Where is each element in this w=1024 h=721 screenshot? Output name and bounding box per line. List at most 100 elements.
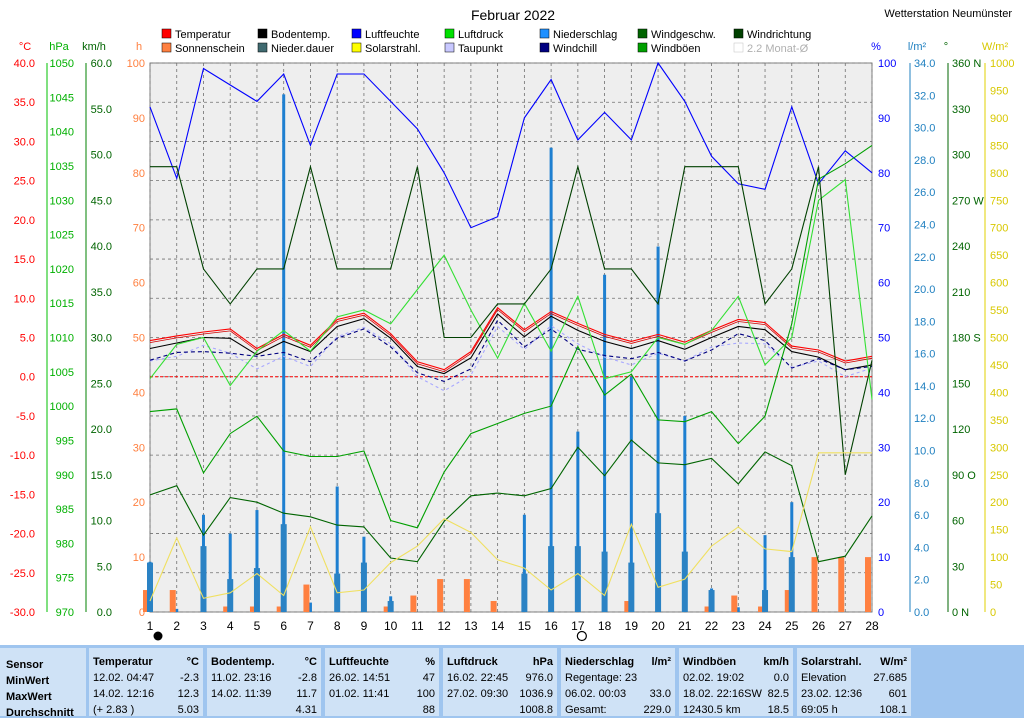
stats-row-max: 14.02. 12:16 12.3 (93, 686, 199, 702)
stats-row-labels: Sensor MinWert MaxWert Durchschnitt (0, 648, 86, 719)
bar-niederschlag-day-15 (522, 514, 526, 612)
legend-swatch-6 (733, 28, 744, 39)
temp-axis-tick-8: 0.0 (20, 372, 35, 384)
bar-sonnenschein-day-10 (383, 606, 390, 612)
pressure-axis-tick-4: 1030 (50, 195, 74, 207)
stats-row-min: 16.02. 22:45 976.0 (447, 670, 553, 686)
rain-axis-tick-0: 34.0 (914, 58, 935, 70)
direction-axis-tick-9: 90 O (952, 470, 976, 482)
bar-niederdauer-day-5 (253, 568, 260, 612)
solar-axis-tick-9: 550 (990, 305, 1008, 317)
hours-axis-tick-8: 20 (133, 497, 145, 509)
stats-row-avg: 1008.8 (447, 702, 553, 718)
stats-cell-value: 33.0 (649, 688, 671, 700)
stats-cell-value: 82.5 (767, 688, 789, 700)
series-line-windrichtung (150, 164, 873, 475)
stats-column-header: Windböen km/h (683, 654, 789, 670)
hours-axis-tick-9: 10 (133, 552, 145, 564)
x-tick-label-day-1: 1 (147, 619, 154, 633)
stats-column-title: Luftdruck (447, 656, 498, 668)
bar-sonnenschein-day-6 (276, 606, 283, 612)
legend-swatch-0 (161, 28, 172, 39)
solar-axis-tick-8: 600 (990, 278, 1008, 290)
x-tick-label-day-22: 22 (705, 619, 719, 633)
stats-column-windben: Windböen km/h 02.02. 19:02 0.0 18.02. 22:16S… (679, 648, 793, 716)
hours-axis-tick-2: 80 (133, 168, 145, 180)
solar-axis-tick-5: 750 (990, 195, 1008, 207)
stats-cell-value: 88 (422, 704, 435, 716)
stats-row-avg: (+ 2.83 ) 5.03 (93, 702, 199, 718)
rain-axis-tick-3: 28.0 (914, 155, 935, 167)
series-line-windben (149, 144, 873, 529)
bar-sonnenschein-day-23 (731, 595, 738, 612)
humidity-axis-tick-6: 40 (878, 387, 890, 399)
legend-swatch-3 (444, 28, 455, 39)
bar-sonnenschein-day-13 (463, 579, 470, 612)
x-tick-label-day-15: 15 (518, 619, 532, 633)
pressure-axis-tick-12: 990 (56, 470, 74, 482)
bar-niederschlag-day-4 (228, 533, 232, 612)
solar-axis-tick-14: 300 (990, 442, 1008, 454)
pressure-axis-tick-11: 995 (56, 435, 74, 447)
legend-swatch-7 (161, 42, 172, 53)
stats-cell-detail: 12430.5 km (683, 704, 741, 716)
rain-axis-tick-17: 0.0 (914, 607, 929, 619)
stats-cell-value: 108.1 (879, 704, 907, 716)
stats-cell-detail: 01.02. 11:41 (329, 688, 390, 700)
humidity-axis-tick-8: 20 (878, 497, 890, 509)
station-name: Wetterstation Neumünster (884, 8, 1012, 20)
stats-column-header: Solarstrahl. W/m² (801, 654, 907, 670)
stats-column-unit: °C (186, 656, 199, 668)
stats-row-min: 11.02. 23:16 -2.8 (211, 670, 317, 686)
stats-cell-value: 11.7 (296, 688, 317, 700)
temp-axis-tick-9: -5.0 (16, 411, 35, 423)
solar-axis-label: W/m² (982, 41, 1009, 53)
stats-cell-detail: 18.02. 22:16SW (683, 688, 762, 700)
legend-label-6: Windrichtung (747, 29, 811, 41)
series-line-windgeschw (149, 439, 873, 563)
stats-cell-value: 100 (416, 688, 435, 700)
pressure-axis-label: hPa (49, 41, 69, 53)
stats-column-luftdruck: Luftdruck hPa 16.02. 22:45 976.0 27.02. 09:3… (443, 648, 557, 716)
rain-axis-tick-2: 30.0 (914, 123, 935, 135)
bar-niederschlag-day-17 (576, 431, 580, 612)
direction-axis-tick-8: 120 (952, 424, 970, 436)
stats-row-max: 27.02. 09:30 1036.9 (447, 686, 553, 702)
temp-axis-tick-4: 20.0 (14, 215, 35, 227)
bar-niederschlag-day-21 (683, 415, 687, 612)
temp-axis-tick-3: 25.0 (14, 176, 35, 188)
stats-column-unit: W/m² (880, 656, 907, 668)
series-line-bodentemp (149, 313, 873, 375)
bar-niederschlag-day-2 (175, 608, 179, 612)
bar-niederschlag-day-20 (656, 246, 660, 612)
stats-row-min: 12.02. 04:47 -2.3 (93, 670, 199, 686)
stats-cell-detail: 27.02. 09:30 (447, 688, 509, 700)
solar-axis-tick-15: 250 (990, 470, 1008, 482)
stats-row-avg: Gesamt: 229.0 (565, 702, 671, 718)
bar-niederdauer-day-21 (681, 551, 688, 612)
solar-axis-tick-11: 450 (990, 360, 1008, 372)
direction-axis-tick-2: 300 (952, 150, 970, 162)
bar-niederschlag-day-19 (629, 376, 633, 612)
pressure-axis-tick-5: 1025 (50, 230, 74, 242)
temp-axis-tick-11: -15.0 (10, 489, 35, 501)
bar-niederdauer-day-16 (548, 546, 555, 612)
rain-axis-tick-7: 20.0 (914, 284, 935, 296)
stats-row-avg: 69:05 h 108.1 (801, 702, 907, 718)
x-tick-label-day-28: 28 (865, 619, 879, 633)
stats-row-max: 14.02. 11:39 11.7 (211, 686, 317, 702)
series-line-windchill (149, 319, 873, 382)
stats-row-max: 01.02. 11:41 100 (329, 686, 435, 702)
chart-title: Februar 2022 (471, 7, 555, 23)
pressure-axis-tick-3: 1035 (50, 161, 74, 173)
x-tick-label-day-26: 26 (812, 619, 826, 633)
bar-sonnenschein-day-11 (410, 595, 417, 612)
x-tick-label-day-6: 6 (280, 619, 287, 633)
rain-axis-tick-6: 22.0 (914, 252, 935, 264)
bar-niederdauer-day-17 (574, 546, 581, 612)
stats-row-min: Elevation 27.685 (801, 670, 907, 686)
x-tick-label-day-21: 21 (678, 619, 692, 633)
legend-label-5: Windgeschw. (651, 29, 716, 41)
x-tick-label-day-10: 10 (384, 619, 398, 633)
x-tick-label-day-8: 8 (334, 619, 341, 633)
